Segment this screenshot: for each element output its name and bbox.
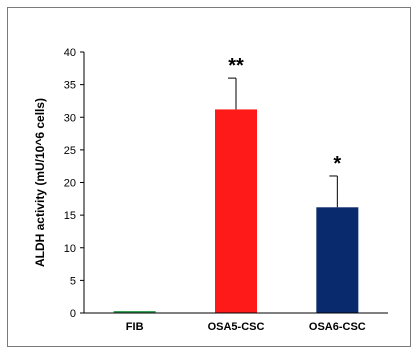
category-label-fib: FIB: [126, 321, 144, 333]
y-tick-label: 40: [64, 47, 76, 59]
significance-marker-osa5-csc: **: [228, 55, 244, 77]
y-tick-label: 10: [64, 243, 76, 255]
y-tick-label: 30: [64, 112, 76, 124]
error-bar-group: [228, 77, 338, 208]
y-axis-label: ALDH activity (mU/10^6 cells): [33, 98, 47, 267]
category-label-osa6-csc: OSA6-CSC: [309, 321, 366, 333]
significance-group: ***: [228, 55, 341, 175]
significance-marker-osa6-csc: *: [333, 153, 341, 175]
y-tick-group: 0 5 10 15 20 25 30 35 40: [64, 47, 84, 320]
category-label-group: FIB OSA5-CSC OSA6-CSC: [126, 321, 366, 333]
y-tick-label: 25: [64, 145, 76, 157]
y-tick-label: 20: [64, 178, 76, 190]
y-tick-label: 15: [64, 210, 76, 222]
bar-group: [113, 109, 359, 313]
y-tick-label: 0: [70, 308, 76, 320]
category-label-osa5-csc: OSA5-CSC: [208, 321, 265, 333]
y-tick-label: 5: [70, 275, 76, 287]
bar-fib: [113, 311, 156, 313]
bar-osa5-csc: [215, 109, 257, 313]
bar-osa6-csc: [316, 207, 359, 313]
y-tick-label: 35: [64, 80, 76, 92]
